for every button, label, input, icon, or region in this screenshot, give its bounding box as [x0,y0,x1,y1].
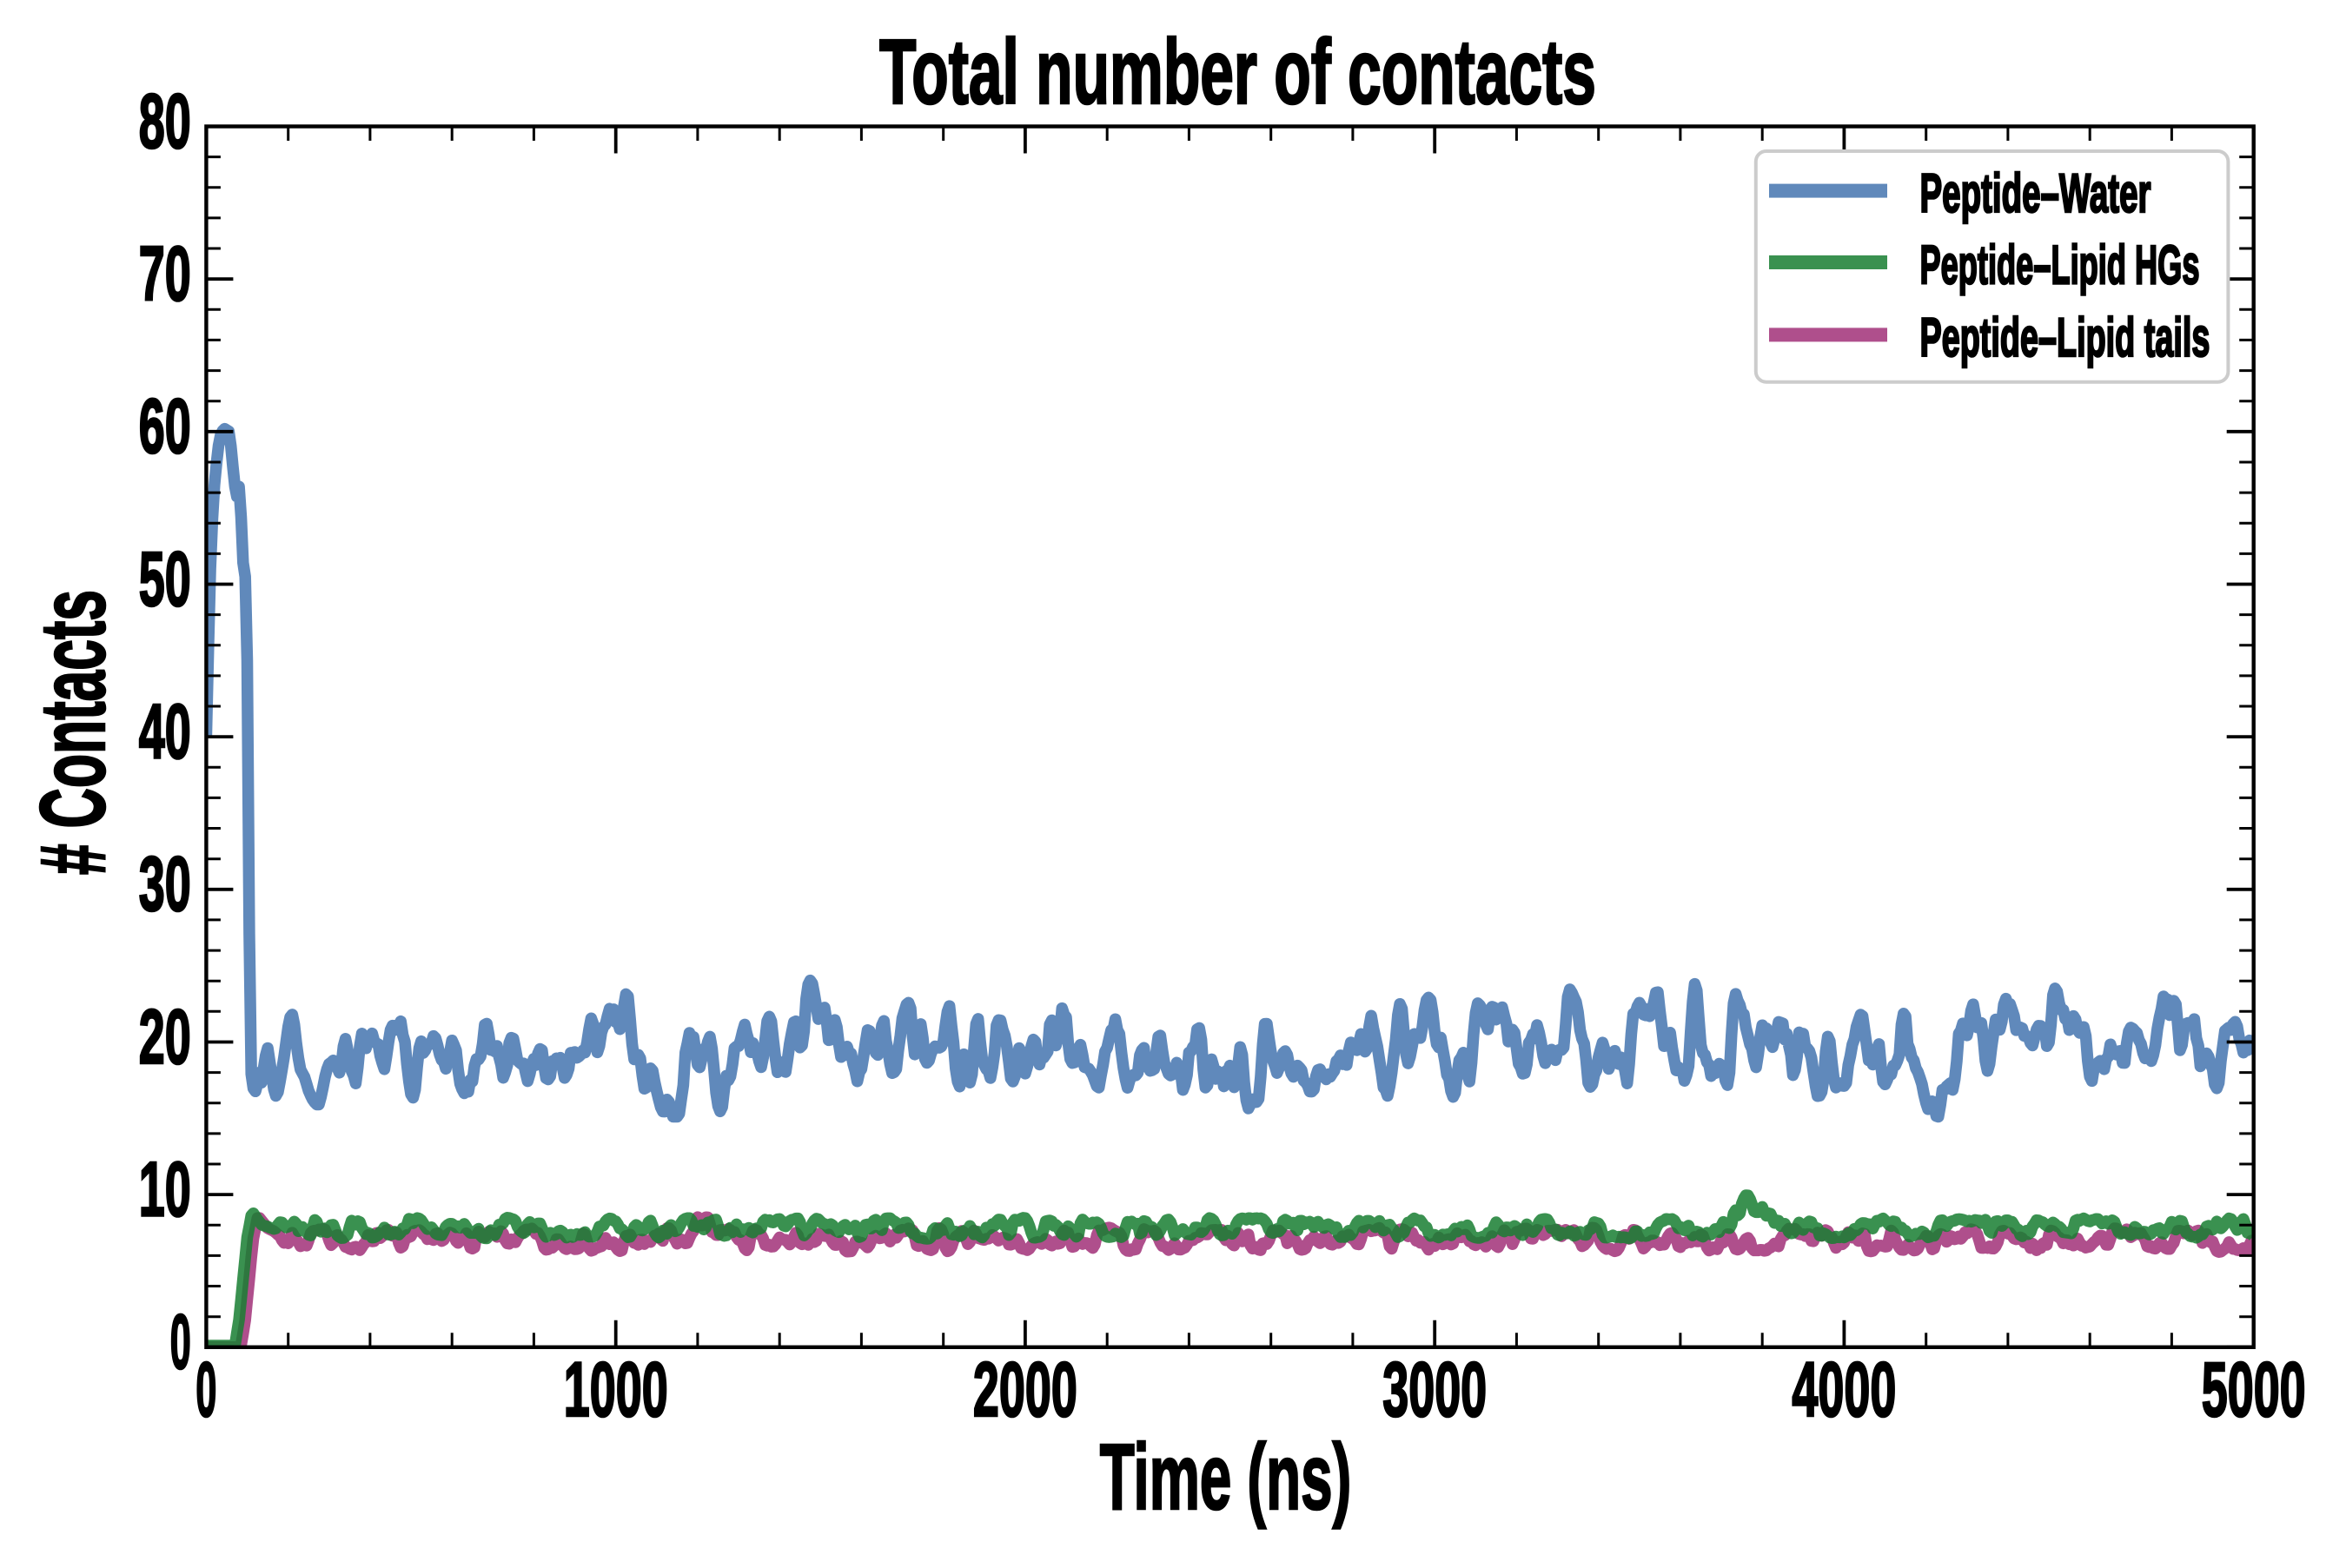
svg-text:Peptide–Water: Peptide–Water [1920,164,2151,225]
svg-text:2000: 2000 [973,1346,1077,1432]
svg-text:10: 10 [139,1145,191,1232]
svg-text:# Contacts: # Contacts [21,590,124,875]
svg-text:3000: 3000 [1382,1346,1487,1432]
svg-text:Total number of contacts: Total number of contacts [879,20,1596,122]
svg-text:1000: 1000 [564,1346,668,1432]
svg-text:50: 50 [139,535,191,622]
svg-text:0: 0 [196,1346,216,1432]
svg-text:70: 70 [139,230,191,317]
svg-text:30: 30 [139,840,191,927]
svg-text:4000: 4000 [1792,1346,1896,1432]
svg-text:40: 40 [139,687,191,774]
svg-text:80: 80 [139,77,191,164]
svg-text:60: 60 [139,382,191,469]
svg-text:Peptide–Lipid HGs: Peptide–Lipid HGs [1920,235,2200,295]
svg-text:Time (ns): Time (ns) [1100,1424,1352,1529]
svg-text:0: 0 [170,1299,191,1385]
svg-text:5000: 5000 [2202,1346,2306,1432]
svg-text:20: 20 [139,993,191,1080]
svg-text:Peptide–Lipid tails: Peptide–Lipid tails [1920,307,2210,367]
